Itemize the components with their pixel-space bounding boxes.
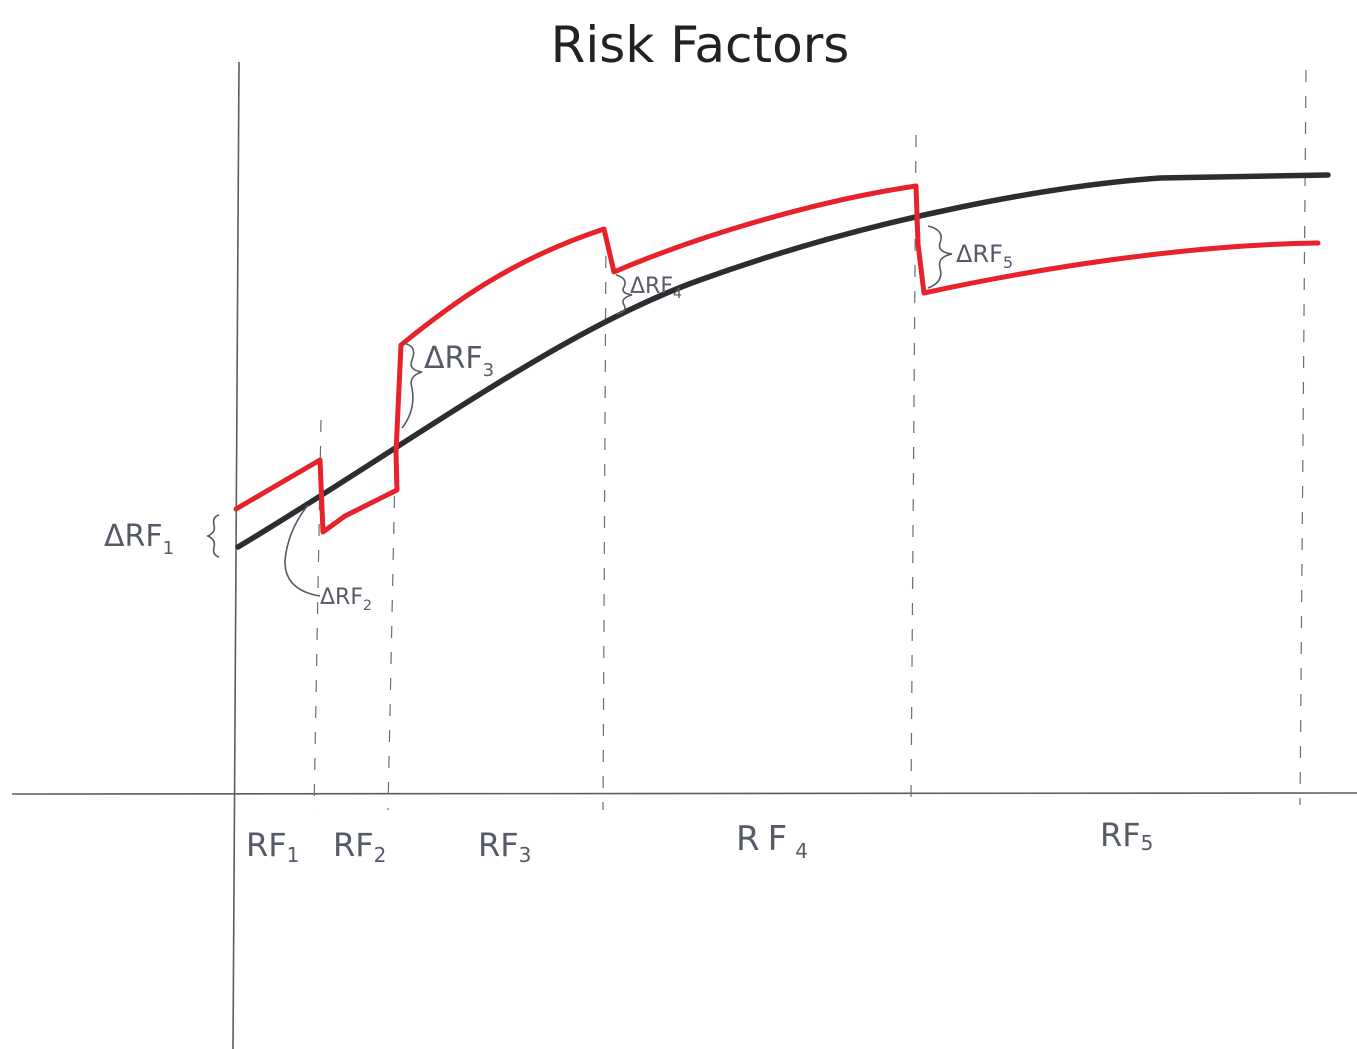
delta-rf2-brace bbox=[284, 504, 321, 597]
delta-rf2-label: ΔRF2 bbox=[320, 585, 372, 614]
delta-rf3-label: ΔRF3 bbox=[424, 341, 494, 381]
delta-rf4-brace bbox=[615, 274, 633, 315]
x-axis bbox=[11, 792, 1357, 795]
bucket-rf3-label: RF3 bbox=[478, 826, 531, 867]
boundary-rf3-rf4 bbox=[602, 229, 607, 811]
bucket-boundaries bbox=[313, 69, 1307, 811]
bucket-rf5-label: RF5 bbox=[1100, 816, 1153, 855]
delta-rf1-label: ΔRF1 bbox=[104, 519, 174, 559]
base-curve bbox=[235, 172, 1331, 550]
shift-braces bbox=[206, 225, 953, 597]
delta-rf5-brace bbox=[927, 225, 953, 289]
bucket-rf2-label: RF2 bbox=[333, 826, 386, 867]
bucket-rf4-label: RF4 bbox=[736, 819, 808, 863]
delta-rf5-label: ΔRF5 bbox=[956, 240, 1013, 272]
delta-rf4-label: ΔRF4 bbox=[630, 274, 682, 302]
boundary-rf5-end bbox=[1299, 69, 1307, 806]
delta-rf1-brace bbox=[206, 514, 220, 558]
diagram-title: Risk Factors bbox=[551, 16, 850, 74]
shocked-curve bbox=[233, 183, 1321, 535]
y-axis bbox=[232, 61, 240, 1049]
delta-rf3-brace bbox=[401, 342, 423, 429]
boundary-rf4-rf5 bbox=[910, 134, 917, 801]
bucket-rf1-label: RF1 bbox=[246, 826, 299, 867]
boundary-rf2-rf3 bbox=[387, 469, 396, 811]
